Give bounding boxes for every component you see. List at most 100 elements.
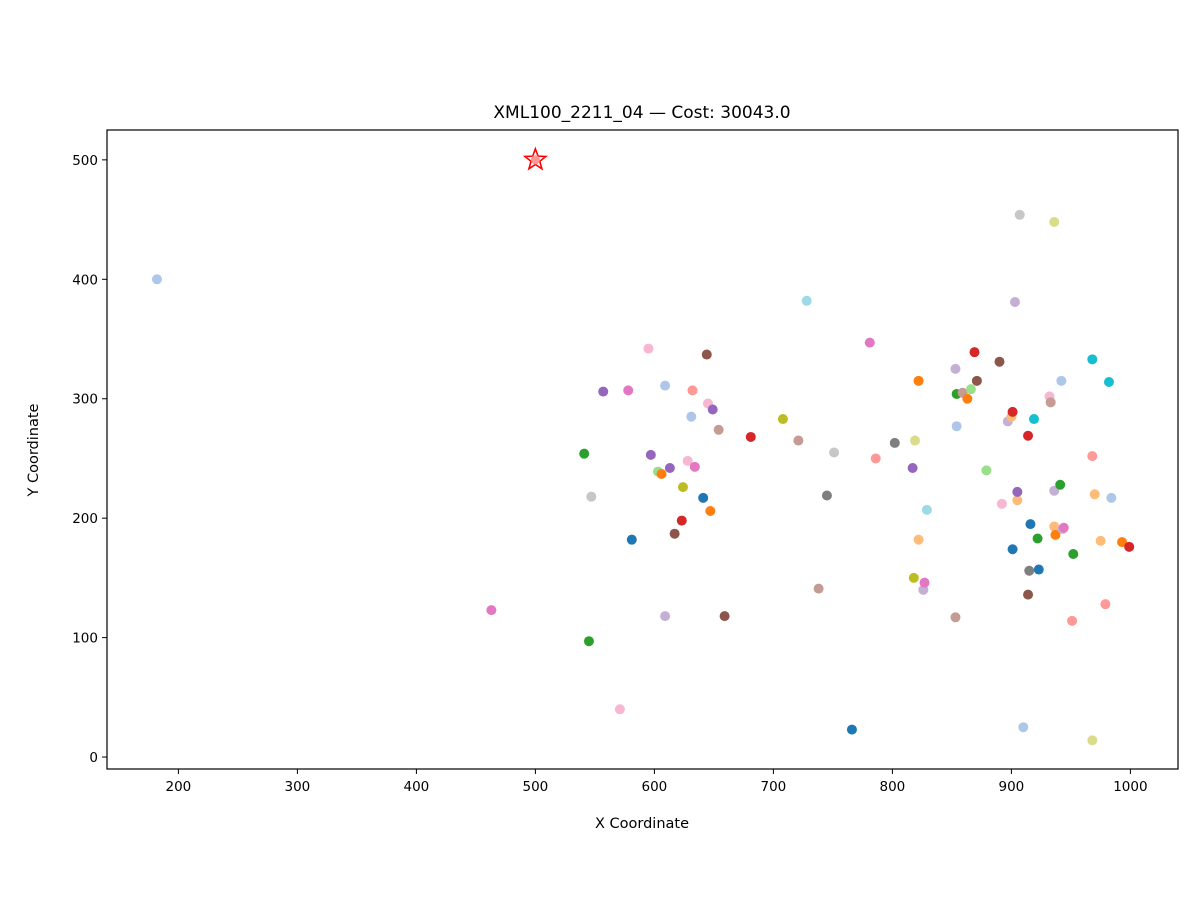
depot-layer [522, 146, 549, 171]
customer-point [1095, 535, 1106, 546]
customer-point [1007, 544, 1018, 555]
customer-point [994, 356, 1005, 367]
customer-point [1024, 565, 1035, 576]
customer-point [910, 435, 921, 446]
x-tick-label: 600 [642, 779, 668, 795]
y-tick-label: 400 [72, 272, 98, 288]
customer-point [821, 490, 832, 501]
customer-point [777, 414, 788, 425]
customer-point [829, 447, 840, 458]
customer-point [707, 404, 718, 415]
customer-point [701, 349, 712, 360]
customer-point [908, 572, 919, 583]
x-tick-label: 500 [523, 779, 549, 795]
x-tick-label: 300 [285, 779, 311, 795]
customer-point [677, 482, 688, 493]
customer-point [907, 463, 918, 474]
customer-point [1045, 397, 1056, 408]
x-tick-label: 900 [999, 779, 1025, 795]
customer-point [1009, 296, 1020, 307]
customer-point [1007, 406, 1018, 417]
customer-point [669, 528, 680, 539]
points-layer [151, 209, 1135, 746]
customer-point [623, 385, 634, 396]
customer-point [687, 385, 698, 396]
customer-point [656, 468, 667, 479]
customer-point [801, 295, 812, 306]
customer-point [1055, 479, 1066, 490]
customer-point [1117, 537, 1128, 548]
y-tick-label: 500 [72, 153, 98, 169]
customer-point [889, 437, 900, 448]
customer-point [1056, 375, 1067, 386]
customer-point [870, 453, 881, 464]
customer-point [486, 605, 497, 616]
customer-point [676, 515, 687, 526]
customer-point [682, 455, 693, 466]
customer-point [1012, 486, 1023, 497]
y-tick-label: 100 [72, 631, 98, 647]
customer-point [1018, 722, 1029, 733]
customer-point [686, 411, 697, 422]
customer-point [1023, 589, 1034, 600]
customer-point [645, 449, 656, 460]
customer-point [996, 498, 1007, 509]
customer-point [971, 375, 982, 386]
customer-point [660, 380, 671, 391]
customer-point [598, 386, 609, 397]
customer-point [660, 611, 671, 622]
customer-point [1025, 519, 1036, 530]
customer-point [1029, 414, 1040, 425]
customer-point [1103, 377, 1114, 388]
customer-point [969, 347, 980, 358]
customer-point [962, 393, 973, 404]
customer-point [951, 421, 962, 432]
customer-point [981, 465, 992, 476]
y-axis-label: Y Coordinate [26, 403, 42, 497]
customer-point [586, 491, 597, 502]
customer-point [913, 375, 924, 386]
y-tick-label: 200 [72, 511, 98, 527]
customer-point [921, 504, 932, 515]
customer-point [1106, 492, 1117, 503]
customer-point [719, 611, 730, 622]
customer-point [713, 424, 724, 435]
customer-point [689, 461, 700, 472]
customer-point [950, 363, 961, 374]
x-axis-label: X Coordinate [595, 816, 689, 832]
y-axis: 0 100 200 300 400 500 [72, 153, 107, 766]
customer-point [664, 463, 675, 474]
customer-point [1087, 735, 1098, 746]
x-tick-label: 700 [761, 779, 787, 795]
x-tick-label: 400 [404, 779, 430, 795]
customer-point [965, 384, 976, 395]
customer-point [846, 724, 857, 735]
x-tick-label: 1000 [1113, 779, 1147, 795]
customer-point [698, 492, 709, 503]
customer-point [950, 612, 961, 623]
customer-point [1023, 430, 1034, 441]
customer-point [583, 636, 594, 647]
customer-point [1014, 209, 1025, 220]
customer-point [626, 534, 637, 545]
customer-point [1100, 599, 1111, 610]
customer-point [643, 343, 654, 354]
customer-point [1049, 216, 1060, 227]
customer-point [1124, 541, 1135, 552]
customer-point [1049, 521, 1060, 532]
customer-point [745, 431, 756, 442]
plot-area-frame [106, 129, 1179, 770]
customer-point [913, 534, 924, 545]
customer-point [1089, 489, 1100, 500]
chart-title: XML100_2211_04 — Cost: 30043.0 [493, 103, 790, 123]
x-tick-label: 200 [166, 779, 192, 795]
customer-point [793, 435, 804, 446]
customer-point [151, 274, 162, 285]
customer-point [614, 704, 625, 715]
customer-point [1087, 451, 1098, 462]
customer-point [1087, 354, 1098, 365]
customer-point [1012, 495, 1023, 506]
customer-point [1067, 615, 1078, 626]
